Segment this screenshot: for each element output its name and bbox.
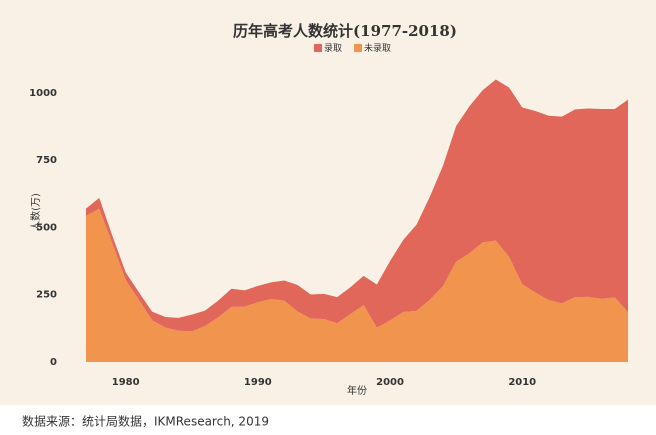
chart-title: 历年高考人数统计(1977-2018) — [233, 22, 457, 40]
y-tick-label: 500 — [36, 222, 57, 233]
legend-swatch — [354, 44, 363, 52]
x-tick-label: 1980 — [112, 377, 140, 388]
source-note: 数据来源：统计局数据，IKMResearch, 2019 — [22, 414, 269, 429]
x-tick-label: 2010 — [508, 377, 536, 388]
y-tick-label: 750 — [36, 155, 57, 166]
y-tick-label: 250 — [36, 290, 57, 301]
legend-label: 录取 — [324, 43, 342, 54]
area — [86, 208, 628, 362]
area — [86, 79, 628, 332]
x-tick-label: 1990 — [244, 377, 272, 388]
legend-swatch — [314, 44, 322, 52]
y-tick-label: 0 — [50, 357, 57, 368]
legend-label: 未录取 — [364, 42, 391, 54]
y-tick-label: 1000 — [29, 88, 57, 99]
x-axis-label: 年份 — [347, 384, 367, 397]
y-axis-label: 人数(万) — [29, 193, 42, 231]
x-tick-label: 2000 — [376, 377, 404, 388]
